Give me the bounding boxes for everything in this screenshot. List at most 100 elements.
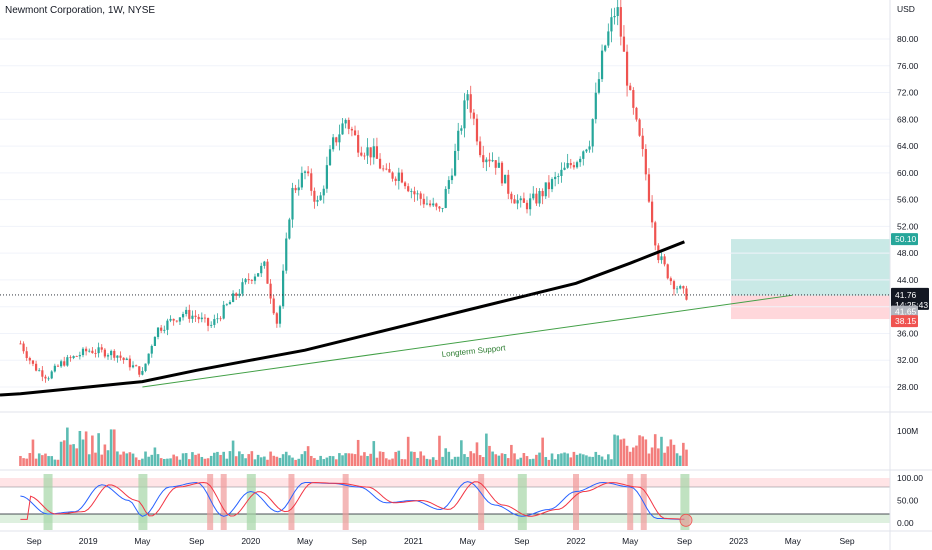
price-tick-label: 28.00 [897, 382, 919, 392]
candle [388, 162, 391, 173]
volume-bar [463, 454, 466, 466]
candle [588, 140, 591, 153]
volume-bar [319, 455, 322, 466]
candle [194, 310, 197, 323]
volume-bar [522, 453, 526, 466]
volume-bar [197, 453, 200, 466]
volume-bar [635, 445, 638, 466]
volume-bar [575, 454, 579, 466]
volume-bar [331, 456, 335, 466]
candle [535, 187, 538, 206]
candle [457, 122, 460, 161]
volume-bar [78, 430, 82, 466]
candle [438, 206, 441, 212]
candle [597, 72, 601, 95]
stochastic-axis: 0.00 50.00 100.00 [897, 473, 923, 528]
stoch-highlight-green [138, 474, 148, 530]
volume-bar [491, 451, 494, 466]
candle [544, 182, 547, 199]
time-tick-label: May [460, 536, 477, 546]
candle [488, 152, 491, 168]
candle [519, 195, 522, 208]
volume-bar [419, 451, 422, 466]
volume-bar [141, 458, 144, 466]
candle [594, 82, 597, 124]
candle [256, 273, 260, 277]
volume-bar [510, 444, 513, 466]
volume-bar [178, 459, 182, 466]
volume-bar [453, 456, 457, 466]
stoch-highlight-green [680, 474, 690, 530]
candle [141, 367, 144, 376]
candle [382, 165, 385, 172]
volume-bar [600, 456, 604, 466]
candle [647, 168, 651, 203]
time-tick-label: 2019 [79, 536, 98, 546]
candle [491, 152, 494, 163]
volume-bar [544, 457, 548, 466]
volume-bar [556, 454, 560, 466]
candle [72, 355, 75, 360]
candle [313, 187, 316, 209]
candle [554, 171, 557, 187]
volume-bar [566, 453, 569, 466]
volume-bar [147, 456, 150, 466]
candle [472, 109, 475, 126]
volume-bar [422, 455, 426, 466]
volume-bar [322, 459, 326, 466]
volume-bar [607, 454, 610, 466]
volume-bar [162, 458, 166, 466]
volume-bar [641, 436, 645, 466]
candle [128, 355, 131, 371]
candle [604, 44, 607, 53]
candle [103, 348, 106, 359]
price-grid [0, 38, 890, 388]
candle [644, 144, 647, 181]
volume-bar [19, 455, 22, 466]
volume-bar [181, 453, 185, 466]
candle [97, 342, 100, 358]
volume-bar [435, 459, 438, 466]
volume-bar [685, 449, 688, 466]
candle [663, 253, 666, 267]
candle [260, 262, 263, 278]
price-axis[interactable]: USD 28.0032.0036.0040.0044.0048.0052.005… [897, 4, 919, 392]
target-price-badge: 50.10 [895, 234, 917, 244]
candle [247, 273, 250, 284]
volume-bar [94, 452, 97, 466]
candle [250, 279, 253, 285]
stochastic-pane[interactable] [0, 474, 890, 530]
candle [582, 150, 585, 166]
time-tick-label: May [622, 536, 639, 546]
entry-price-badge: 41.65 [895, 307, 917, 317]
candle [210, 321, 213, 329]
volume-bar [494, 454, 498, 466]
candle [510, 191, 513, 204]
volume-bar [300, 454, 304, 466]
candle [607, 23, 610, 48]
candle [100, 344, 103, 353]
volume-bar [469, 451, 473, 466]
price-tick-label: 48.00 [897, 248, 919, 258]
volume-bar [553, 459, 557, 466]
candle [407, 183, 410, 193]
volume-bar [241, 454, 244, 466]
volume-pane[interactable] [19, 427, 688, 466]
candle [632, 87, 635, 115]
candle [610, 8, 613, 43]
stoch-highlight-green [517, 474, 527, 530]
price-tick-label: 56.00 [897, 195, 919, 205]
volume-bar [572, 451, 576, 466]
volume-bar [213, 452, 216, 466]
volume-bar [356, 439, 360, 466]
volume-bar [119, 454, 122, 466]
volume-bar [244, 458, 247, 466]
volume-bar [306, 446, 310, 466]
time-axis[interactable]: Sep 2019 May Sep 2020 May Sep 2021 May Sep 2022 May… [26, 536, 854, 546]
candle [269, 279, 272, 304]
volume-bar [475, 442, 479, 466]
candle [113, 349, 116, 361]
volume-bar [619, 439, 623, 466]
volume-bar [682, 442, 685, 466]
candle [507, 169, 510, 200]
